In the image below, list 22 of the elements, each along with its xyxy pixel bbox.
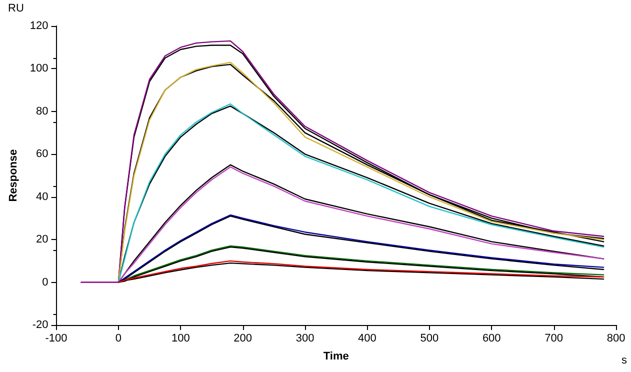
x-tick-label: 600 — [482, 332, 501, 344]
y-axis-title: Response — [8, 149, 20, 202]
x-tick-label: 200 — [234, 332, 252, 344]
y-tick-label: 20 — [36, 234, 48, 246]
text: s — [622, 354, 628, 366]
x-tick-label: 400 — [358, 332, 376, 344]
y-tick-label: 100 — [30, 62, 48, 75]
y-tick-label: 60 — [36, 148, 48, 160]
x-tick-label: 100 — [171, 332, 190, 344]
x-tick-label: 300 — [296, 332, 314, 344]
x-tick-label: 800 — [606, 332, 626, 344]
y-tick-label: 0 — [42, 276, 48, 288]
x-axis-title: Time — [323, 350, 349, 362]
y-tick-label: -20 — [32, 319, 48, 331]
x-tick-label: 700 — [544, 332, 563, 344]
y-tick-label: 40 — [36, 190, 48, 203]
y-tick-label: 80 — [36, 105, 48, 118]
x-tick-label: 0 — [115, 332, 122, 344]
x-tick-label: 500 — [420, 332, 439, 344]
text: RU — [8, 2, 24, 14]
x-tick-label: -100 — [45, 332, 68, 344]
y-tick-label: 120 — [30, 20, 48, 32]
